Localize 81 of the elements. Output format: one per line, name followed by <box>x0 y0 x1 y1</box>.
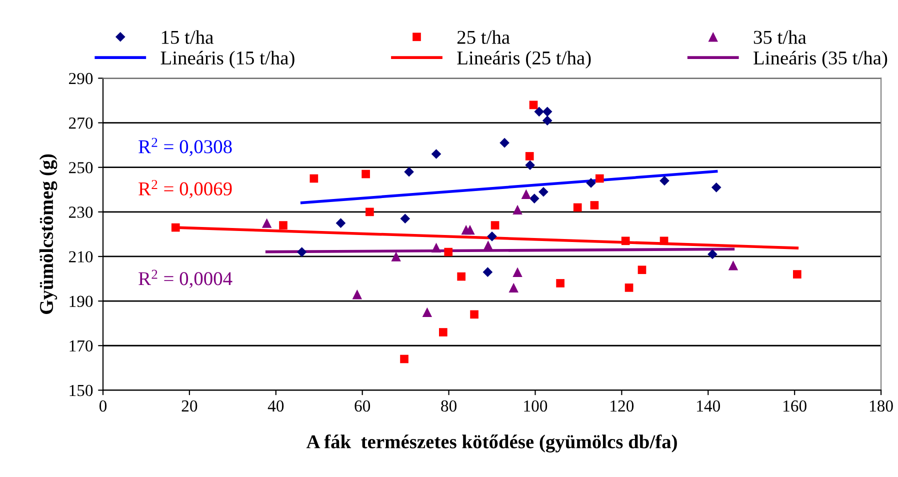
point <box>391 252 401 262</box>
point <box>171 223 180 232</box>
point <box>529 194 540 204</box>
legend-label: Lineáris (25 t/ha) <box>457 50 591 69</box>
point <box>728 260 738 270</box>
point <box>556 279 564 288</box>
point <box>529 100 538 110</box>
point <box>711 182 722 192</box>
point <box>525 160 535 170</box>
point <box>508 282 518 293</box>
annotation: R$^{2}$ = 0,0004 <box>138 270 232 288</box>
point <box>590 201 599 210</box>
x-tick-label: 80 <box>441 400 456 412</box>
y-tick-label: 230 <box>69 206 93 218</box>
point <box>708 249 718 260</box>
point <box>521 189 532 199</box>
point <box>660 176 670 186</box>
point <box>500 138 510 148</box>
point <box>457 272 466 281</box>
y-tick-label: 290 <box>69 72 93 84</box>
x-tick-label: 40 <box>268 400 284 412</box>
point <box>465 224 475 235</box>
point <box>624 284 634 292</box>
legend-label: 25 t/ha <box>457 30 510 44</box>
point <box>336 218 346 228</box>
point <box>366 208 374 216</box>
point <box>362 170 370 178</box>
point <box>431 149 442 159</box>
x-tick-label: 20 <box>182 400 198 412</box>
point <box>534 106 544 117</box>
point <box>482 267 493 277</box>
legend-label: 15 t/ha <box>162 30 214 44</box>
point <box>660 236 668 246</box>
point <box>573 203 582 212</box>
point <box>538 186 548 197</box>
point <box>595 174 604 183</box>
point <box>404 166 414 177</box>
point <box>262 218 272 228</box>
point <box>352 290 362 300</box>
x-tick-label: 100 <box>524 400 548 412</box>
x-tick-label: 0 <box>99 400 107 412</box>
point <box>490 221 500 230</box>
point <box>296 247 307 257</box>
point <box>431 242 442 252</box>
point <box>638 266 646 274</box>
legend-label: Lineáris (35 t/ha) <box>754 50 888 69</box>
point <box>422 307 432 318</box>
point <box>542 106 552 117</box>
y-tick-label: 170 <box>70 340 93 352</box>
legend-label: Lineáris (15 t/ha) <box>160 50 294 69</box>
point <box>487 232 497 242</box>
y-tick-label: 210 <box>69 251 93 262</box>
point <box>470 310 478 319</box>
x-tick-label: 120 <box>610 400 634 412</box>
point <box>525 152 534 160</box>
point <box>400 354 408 364</box>
point <box>512 267 522 277</box>
point <box>439 328 448 336</box>
annotation: R$^{2}$ = 0,0308 <box>138 138 232 156</box>
point <box>586 178 596 188</box>
y-axis-title: Gyümölcstömeg (g) <box>39 154 58 314</box>
x-axis-title: A fák természetes kötődése (gyümölcs db/fa) <box>306 434 677 452</box>
x-tick-label: 160 <box>784 400 806 412</box>
y-tick-label: 150 <box>70 384 93 396</box>
x-tick-label: 180 <box>870 400 893 412</box>
legend-label: 35 t/ha <box>754 30 806 44</box>
x-tick-label: 140 <box>697 400 720 412</box>
point <box>483 240 493 250</box>
point <box>279 221 288 230</box>
annotation: R$^{2}$ = 0,0069 <box>138 180 232 198</box>
y-tick-label: 270 <box>69 117 93 129</box>
x-tick-label: 60 <box>354 400 370 412</box>
point <box>621 236 630 246</box>
point <box>444 248 453 256</box>
point <box>793 270 802 278</box>
point <box>400 214 410 224</box>
point <box>310 174 318 183</box>
y-tick-label: 250 <box>69 162 93 174</box>
point <box>512 204 522 215</box>
y-tick-label: 190 <box>70 296 93 307</box>
point <box>542 116 552 126</box>
